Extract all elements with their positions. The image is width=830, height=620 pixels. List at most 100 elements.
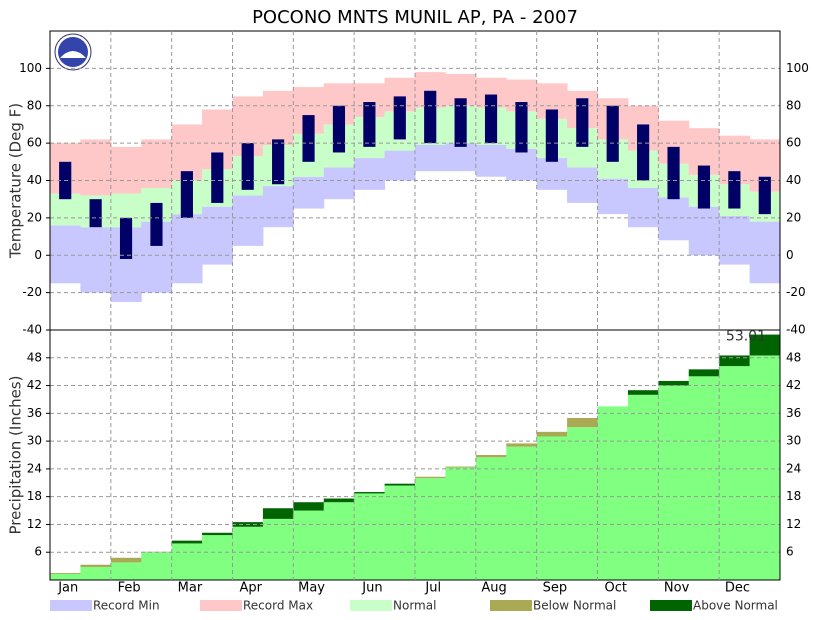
y2-tick-label: -20	[786, 285, 806, 299]
observed-area	[415, 478, 446, 580]
legend-swatch	[350, 600, 392, 611]
observed-area	[688, 376, 720, 580]
x-tick-label: Sep	[543, 581, 568, 596]
record-min-band	[202, 206, 233, 265]
legend-label: Above Normal	[693, 599, 778, 613]
y-tick-label: 100	[19, 61, 42, 75]
record-min-band	[475, 144, 507, 177]
record-max-band	[80, 139, 112, 196]
y2-tick-label: 6	[786, 545, 794, 559]
layer: -40 -40 -20 -20 0 0 20 20 40 40 60 60 80 80 100 100 Temp…	[7, 61, 809, 613]
observed-area	[50, 573, 81, 580]
legend-swatch	[50, 600, 92, 611]
observed-area	[354, 493, 386, 580]
below-normal	[415, 476, 446, 479]
y2-tick-label: 100	[786, 61, 809, 75]
record-min-band	[354, 158, 386, 190]
y2-tick-label: 40	[786, 173, 801, 187]
above-normal	[262, 508, 294, 519]
record-min-band	[415, 144, 446, 172]
record-min-band	[445, 143, 477, 172]
above-normal	[323, 498, 355, 503]
record-min-band	[658, 197, 690, 241]
x-tick-label: Mar	[178, 581, 203, 596]
record-min-band	[171, 214, 203, 284]
above-normal	[202, 532, 233, 536]
observed-area	[627, 394, 659, 580]
record-min-band	[719, 216, 751, 265]
x-tick-label: Dec	[725, 581, 750, 596]
observed-area	[293, 510, 325, 580]
above-normal	[688, 369, 720, 377]
above-normal	[627, 390, 659, 395]
below-normal	[567, 417, 598, 428]
x-tick-label: Apr	[240, 581, 263, 596]
observed-area	[141, 552, 173, 580]
observed-area	[567, 427, 598, 580]
observed-area	[262, 518, 294, 580]
record-min-band	[749, 221, 781, 284]
observed-area	[536, 436, 568, 580]
above-normal	[171, 540, 203, 544]
noaa-logo	[54, 33, 92, 71]
observed-range	[393, 96, 406, 140]
x-tick-label: Feb	[118, 581, 141, 596]
y2-tick-label: 24	[786, 461, 801, 475]
above-normal	[719, 355, 751, 367]
observed-range	[667, 146, 680, 200]
x-tick-label: May	[298, 581, 325, 596]
above-normal	[354, 492, 386, 494]
observed-area	[202, 535, 233, 580]
x-tick-label: Jun	[361, 581, 382, 596]
y-tick-label: 20	[27, 210, 42, 224]
x-tick-label: Oct	[605, 581, 627, 596]
observed-range	[545, 109, 558, 162]
record-min-band	[536, 158, 568, 190]
x-tick-label: Jul	[424, 581, 441, 596]
observed-range	[363, 102, 376, 147]
record-min-band	[293, 176, 325, 209]
observed-area	[171, 543, 203, 580]
observed-area	[384, 485, 416, 580]
y-tick-label: 42	[27, 378, 42, 392]
below-normal	[110, 557, 142, 563]
observed-area	[445, 467, 477, 580]
observed-area	[658, 385, 690, 580]
observed-area	[719, 366, 751, 580]
y2-tick-label: 42	[786, 378, 801, 392]
observed-area	[506, 446, 538, 580]
observed-range	[606, 105, 619, 162]
record-min-band	[597, 178, 629, 215]
y-tick-label: 36	[27, 406, 42, 420]
y2-tick-label: 48	[786, 350, 801, 364]
observed-range	[241, 143, 254, 190]
x-tick-label: Jan	[57, 581, 78, 596]
observed-range	[332, 105, 346, 153]
below-normal	[445, 466, 477, 468]
observed-range	[484, 94, 498, 144]
record-min-band	[232, 195, 264, 246]
record-min-band	[567, 167, 598, 203]
observed-range	[272, 139, 285, 185]
below-normal	[80, 564, 112, 568]
record-min-band	[384, 150, 416, 181]
observed-range	[697, 165, 711, 209]
above-normal	[658, 380, 690, 386]
y2-tick-label: 30	[786, 434, 801, 448]
observed-range	[758, 176, 771, 215]
observed-range	[180, 171, 193, 218]
observed-range	[119, 217, 133, 259]
legend-label: Normal	[393, 599, 436, 613]
y-tick-label: 6	[34, 545, 42, 559]
y-tick-label: 80	[27, 98, 42, 112]
y-tick-label: 60	[27, 136, 42, 150]
y-axis-title: Temperature (Deg F)	[7, 103, 25, 259]
observed-area	[749, 355, 781, 580]
observed-area	[80, 567, 112, 580]
record-min-band	[80, 227, 112, 293]
observed-range	[302, 115, 315, 162]
layer	[46, 30, 781, 581]
x-tick-label: Nov	[664, 581, 690, 596]
observed-range	[150, 202, 163, 246]
below-normal	[50, 573, 81, 574]
